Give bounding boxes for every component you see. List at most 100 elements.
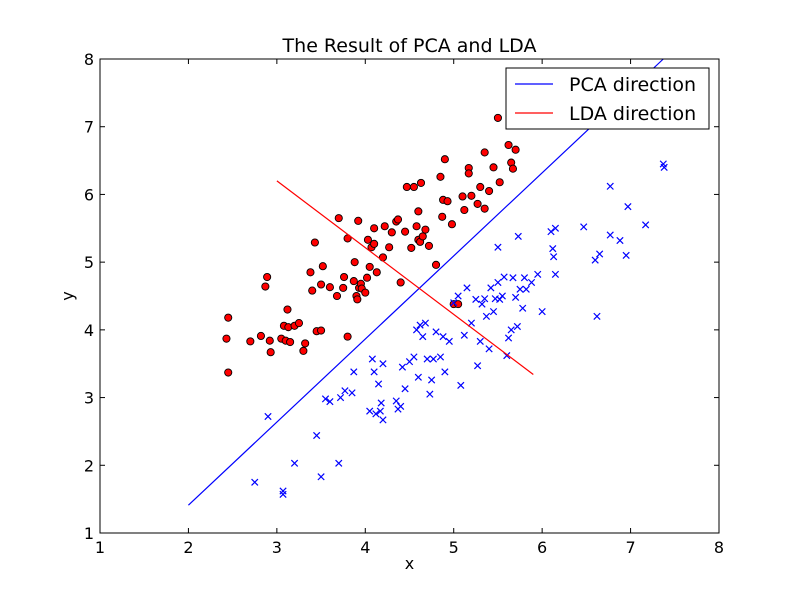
class1-point [440, 155, 449, 164]
class2-point [432, 328, 440, 336]
ticks-layer: 1 2 3 4 5 6 7 8 1 2 3 4 5 6 7 8 [84, 50, 724, 557]
class1-point [393, 215, 403, 224]
class1-point [447, 220, 456, 229]
x-axis-label: x [405, 554, 414, 573]
class2-point [423, 355, 431, 363]
class1-point [504, 140, 513, 150]
class2-point [368, 355, 376, 363]
class1-point [224, 368, 233, 377]
class2-point [624, 202, 632, 211]
class1-point [363, 235, 372, 244]
class1-point [416, 178, 426, 187]
class2-point [500, 273, 508, 281]
class1-point [339, 283, 348, 292]
y-tick-label: 8 [84, 50, 94, 69]
class2-point [341, 387, 349, 395]
class2-point [498, 292, 506, 300]
class1-point [318, 262, 327, 271]
class1-point [325, 283, 334, 292]
class2-point [313, 431, 321, 440]
class1-point [317, 326, 326, 335]
class2-point [549, 244, 557, 253]
class2-point [509, 274, 517, 282]
class2-point [401, 385, 409, 393]
y-tick-label: 2 [84, 456, 94, 475]
class2-point [547, 228, 555, 236]
lines-layer [187, 58, 664, 506]
y-tick-label: 5 [84, 253, 94, 272]
class2-point [473, 362, 482, 370]
class1-point [294, 319, 304, 328]
class2-point [514, 232, 522, 241]
class1-point [246, 337, 255, 346]
class2-point [370, 368, 378, 376]
class1-point [424, 241, 434, 250]
class2-point [450, 299, 458, 307]
class1-point [385, 243, 394, 252]
class1-point [265, 336, 274, 345]
class1-point [224, 313, 233, 322]
class2-point [460, 331, 468, 339]
class1-point [266, 348, 275, 357]
class2-point [487, 284, 495, 292]
class2-point [445, 337, 453, 345]
class1-point [485, 186, 494, 196]
legend-pca-label: PCA direction [569, 74, 696, 96]
class2-point [511, 293, 520, 301]
class2-point [279, 487, 287, 495]
class1-point [363, 273, 372, 282]
class2-point [412, 326, 421, 334]
class2-point [421, 319, 430, 327]
y-tick-label: 3 [84, 389, 94, 408]
class2-point [419, 333, 427, 341]
class1-point [412, 222, 421, 231]
class1-point [396, 278, 405, 287]
class2-point [457, 381, 465, 390]
plot-area [100, 59, 719, 533]
x-tick-label: 6 [537, 538, 547, 557]
class2-point [481, 295, 489, 303]
class2-point [326, 398, 334, 406]
class2-point [616, 236, 624, 245]
class1-point [370, 239, 379, 248]
class1-point [310, 238, 319, 247]
x-tick-label: 8 [714, 538, 724, 557]
class2-point [660, 163, 668, 171]
class1-point [370, 224, 379, 233]
class2-point [372, 410, 380, 418]
class2-point [513, 322, 522, 331]
x-tick-label: 1 [95, 538, 105, 557]
class1-point [343, 332, 352, 341]
class1-point [263, 272, 272, 282]
class1-point [418, 232, 427, 241]
class1-point [317, 280, 326, 289]
class2-point [376, 407, 384, 415]
class1-point [256, 331, 265, 341]
class1-point [458, 192, 467, 201]
class2-point [494, 278, 502, 287]
class1-point [489, 163, 498, 172]
class1-point [365, 262, 374, 271]
class1-point [350, 258, 359, 267]
x-tick-label: 7 [625, 538, 635, 557]
class2-point [641, 221, 650, 229]
y-tick-label: 6 [84, 185, 94, 204]
class1-point [421, 225, 430, 234]
class2-point [593, 312, 601, 320]
y-axis-label: y [58, 291, 77, 300]
class1-point [414, 207, 423, 216]
class1-point [493, 113, 502, 122]
class2-point [467, 319, 476, 327]
class2-point [397, 402, 405, 410]
class2-point [416, 321, 424, 329]
x-tick-label: 3 [272, 538, 282, 557]
chart-title: The Result of PCA and LDA [282, 35, 537, 57]
lda-direction-line [276, 180, 534, 375]
class2-point [436, 353, 445, 361]
class2-point [606, 182, 614, 190]
class2-point [485, 345, 493, 353]
class2-point [507, 326, 515, 334]
class2-point [379, 360, 387, 368]
class2-point [441, 368, 449, 376]
class1-point [332, 291, 342, 301]
